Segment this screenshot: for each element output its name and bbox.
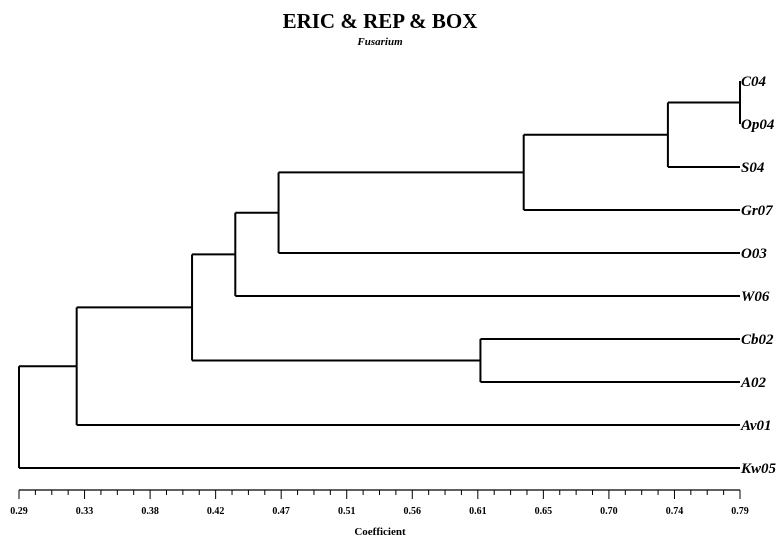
tick-label: 0.38 xyxy=(141,506,159,517)
chart-subtitle: Fusarium xyxy=(356,36,403,48)
tick-label: 0.70 xyxy=(600,506,618,517)
leaf-label-s04: S04 xyxy=(741,160,765,176)
tick-label: 0.42 xyxy=(207,506,225,517)
x-axis: 0.29 0.33 0.38 0.42 0.47 0.51 0.56 0.61 0.65 0.70… xyxy=(10,489,749,517)
leaf-label-c04: C04 xyxy=(741,74,767,90)
tick-label: 0.56 xyxy=(404,506,422,517)
tick-label: 0.29 xyxy=(10,506,28,517)
tick-label: 0.61 xyxy=(469,506,487,517)
tick-label: 0.65 xyxy=(535,506,553,517)
leaf-label-av01: Av01 xyxy=(740,418,772,434)
tick-label: 0.79 xyxy=(731,506,749,517)
tick-label: 0.51 xyxy=(338,506,356,517)
tick-label: 0.33 xyxy=(76,506,94,517)
leaf-label-o03: O03 xyxy=(741,246,767,262)
chart-title: ERIC & REP & BOX xyxy=(283,9,478,33)
x-axis-title: Coefficient xyxy=(354,526,406,538)
leaf-label-cb02: Cb02 xyxy=(741,332,774,348)
leaf-label-kw05: Kw05 xyxy=(740,461,777,477)
leaf-label-op04: Op04 xyxy=(741,117,775,133)
leaf-label-a02: A02 xyxy=(740,375,767,391)
tick-label: 0.74 xyxy=(666,506,684,517)
dendrogram-branches xyxy=(18,81,741,469)
leaf-labels: C04 Op04 S04 Gr07 O03 W06 Cb02 A02 Av01 Kw05 xyxy=(740,74,777,477)
leaf-label-w06: W06 xyxy=(741,289,770,305)
leaf-label-gr07: Gr07 xyxy=(741,203,773,219)
tick-label: 0.47 xyxy=(272,506,290,517)
